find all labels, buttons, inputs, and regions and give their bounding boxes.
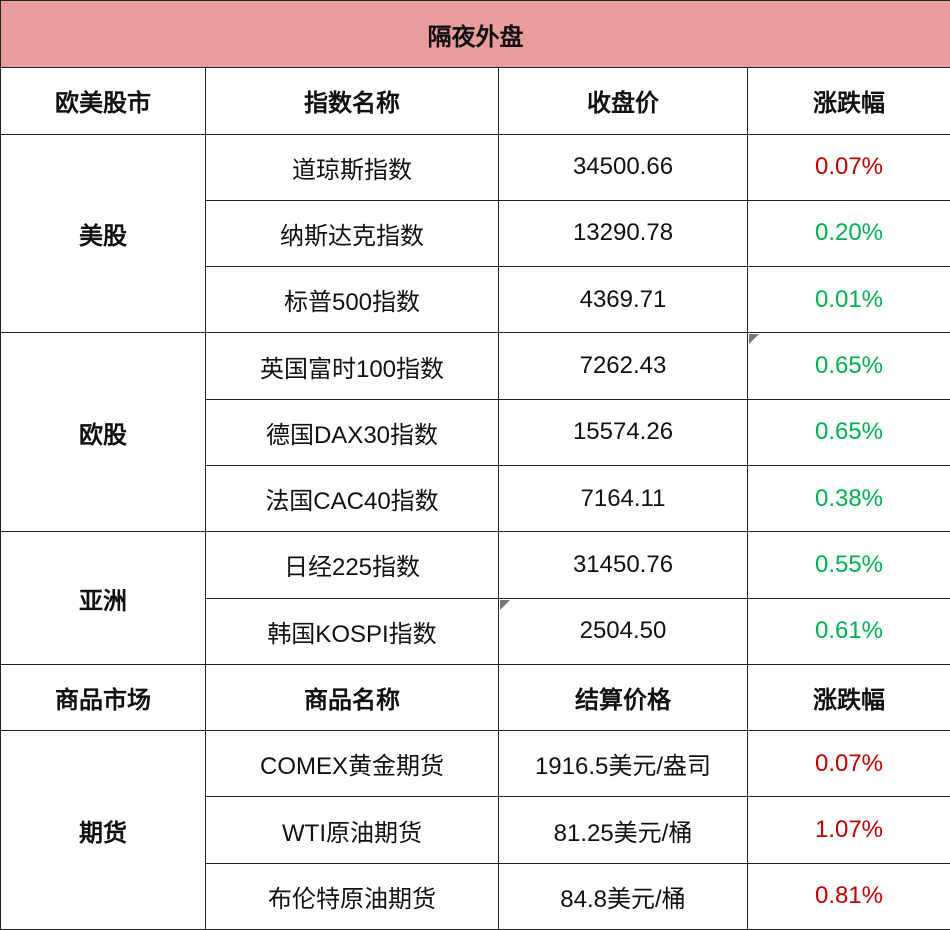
item-name: WTI原油期货: [205, 796, 499, 864]
item-change: 0.07%: [747, 133, 950, 201]
item-price: 34500.66: [498, 133, 748, 201]
item-change: 0.65%: [747, 332, 950, 400]
item-name: COMEX黄金期货: [205, 730, 499, 798]
item-price: 2504.50: [498, 597, 748, 665]
table-title: 隔夜外盘: [0, 0, 950, 69]
item-name: 道琼斯指数: [205, 133, 499, 201]
header-cell: 指数名称: [205, 67, 499, 135]
item-change: 0.81%: [747, 862, 950, 930]
group-name: 欧股: [0, 332, 206, 533]
item-name: 法国CAC40指数: [205, 464, 499, 533]
item-name: 英国富时100指数: [205, 332, 499, 400]
item-change: 0.01%: [747, 266, 950, 334]
item-change: 0.61%: [747, 597, 950, 665]
item-name: 标普500指数: [205, 266, 499, 334]
item-price: 13290.78: [498, 199, 748, 268]
group-name: 亚洲: [0, 531, 206, 665]
item-name: 纳斯达克指数: [205, 199, 499, 268]
item-price: 15574.26: [498, 398, 748, 466]
group-name: 期货: [0, 730, 206, 930]
item-price: 4369.71: [498, 266, 748, 334]
header-cell: 涨跌幅: [747, 67, 950, 135]
group-name: 美股: [0, 133, 206, 334]
header-cell: 商品市场: [0, 663, 206, 732]
item-price: 84.8美元/桶: [498, 862, 748, 930]
item-price: 7164.11: [498, 464, 748, 533]
item-change: 0.20%: [747, 199, 950, 268]
item-price: 1916.5美元/盎司: [498, 730, 748, 798]
header-cell: 商品名称: [205, 663, 499, 732]
header-cell: 涨跌幅: [747, 663, 950, 732]
item-name: 布伦特原油期货: [205, 862, 499, 930]
item-change: 1.07%: [747, 796, 950, 864]
item-change: 0.07%: [747, 730, 950, 798]
item-change: 0.65%: [747, 398, 950, 466]
item-price: 7262.43: [498, 332, 748, 400]
item-price: 31450.76: [498, 531, 748, 599]
header-cell: 结算价格: [498, 663, 748, 732]
item-change: 0.38%: [747, 464, 950, 533]
item-name: 日经225指数: [205, 531, 499, 599]
item-name: 德国DAX30指数: [205, 398, 499, 466]
item-change: 0.55%: [747, 531, 950, 599]
header-cell: 欧美股市: [0, 67, 206, 135]
item-price: 81.25美元/桶: [498, 796, 748, 864]
item-name: 韩国KOSPI指数: [205, 597, 499, 665]
header-cell: 收盘价: [498, 67, 748, 135]
